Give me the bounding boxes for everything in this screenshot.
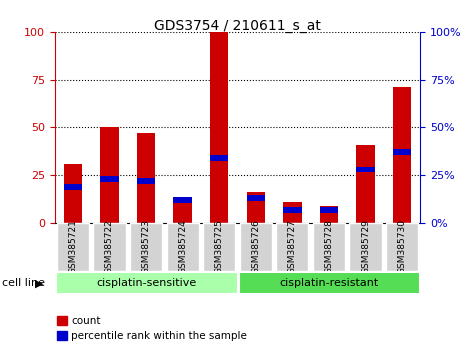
Bar [313,223,345,271]
Bar [64,164,82,223]
Bar [100,127,119,223]
Bar [350,223,381,271]
Bar [210,155,228,161]
Bar [386,223,418,271]
Bar [320,207,338,212]
Bar [393,87,411,223]
Bar [393,149,411,155]
Bar [173,197,192,203]
Bar [356,145,375,223]
Text: GSM385729: GSM385729 [361,219,370,274]
Bar [167,223,199,271]
Bar [247,193,265,223]
Text: cell line: cell line [2,278,46,288]
Bar [100,176,119,182]
Bar [210,32,228,223]
Legend: count, percentile rank within the sample: count, percentile rank within the sample [53,312,251,345]
Text: GSM385724: GSM385724 [178,219,187,274]
Bar [283,207,302,212]
Bar [64,184,82,190]
Bar [320,206,338,223]
Text: GSM385721: GSM385721 [68,219,77,274]
Text: ▶: ▶ [35,279,43,289]
Text: GSM385722: GSM385722 [105,219,114,274]
Bar [130,223,162,271]
Bar [240,223,272,271]
Bar [57,272,238,295]
Bar [173,200,192,223]
Bar [276,223,308,271]
Bar [203,223,235,271]
Text: GDS3754 / 210611_s_at: GDS3754 / 210611_s_at [154,19,321,34]
Bar [356,167,375,172]
Text: GSM385723: GSM385723 [142,219,151,274]
Text: GSM385727: GSM385727 [288,219,297,274]
Text: GSM385730: GSM385730 [398,219,407,274]
Text: cisplatin-sensitive: cisplatin-sensitive [96,278,196,288]
Bar [283,202,302,223]
Bar [137,178,155,184]
Bar [57,223,89,271]
Bar [137,133,155,223]
Bar [94,223,125,271]
Text: GSM385728: GSM385728 [324,219,333,274]
Text: cisplatin-resistant: cisplatin-resistant [279,278,379,288]
Text: GSM385725: GSM385725 [215,219,224,274]
Bar [247,195,265,201]
Bar [239,272,420,295]
Text: GSM385726: GSM385726 [251,219,260,274]
